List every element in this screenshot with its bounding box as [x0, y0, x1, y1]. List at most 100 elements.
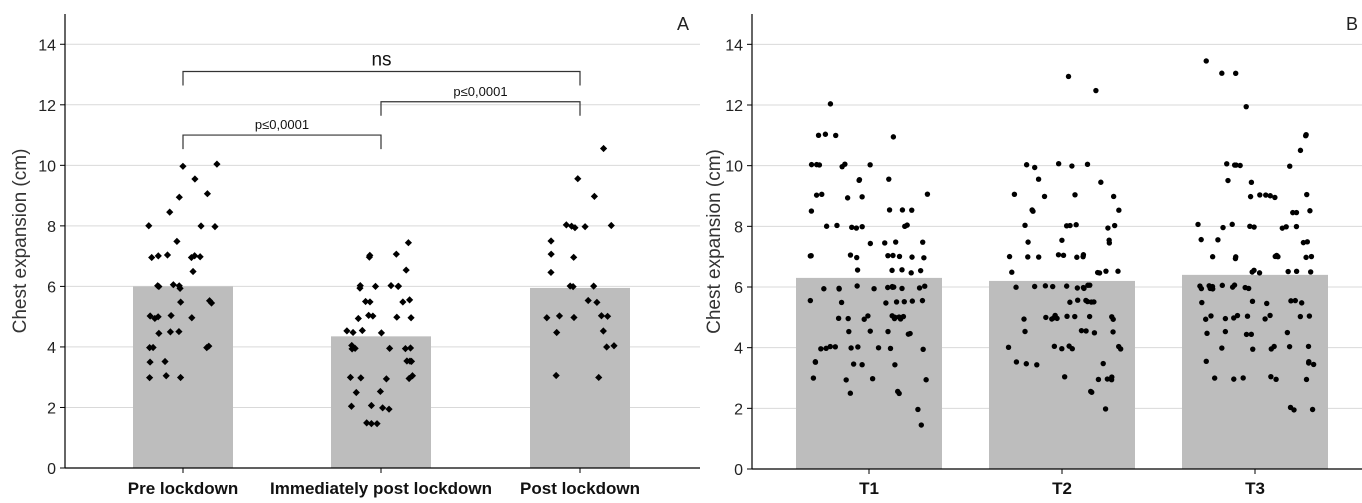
data-point	[859, 223, 865, 230]
data-point	[867, 240, 874, 247]
data-point	[1306, 313, 1313, 319]
data-point	[197, 222, 205, 230]
data-point	[610, 342, 618, 350]
data-point	[547, 237, 555, 245]
data-point	[1105, 225, 1111, 231]
data-point	[347, 402, 356, 410]
data-point	[1233, 162, 1239, 168]
data-point	[1080, 284, 1087, 291]
data-point	[1291, 407, 1297, 413]
data-point	[354, 314, 362, 323]
data-point	[889, 284, 896, 290]
data-point	[1287, 163, 1293, 169]
data-point	[854, 267, 861, 273]
data-point	[155, 329, 163, 337]
data-point	[1203, 58, 1209, 64]
data-point	[1286, 343, 1293, 350]
data-point	[404, 239, 413, 247]
data-point	[919, 297, 926, 304]
data-point	[915, 406, 921, 413]
data-point	[1249, 298, 1256, 305]
data-point	[1069, 346, 1075, 352]
data-point	[813, 192, 820, 198]
data-point	[835, 315, 842, 322]
bar-1	[796, 277, 942, 469]
y-tick-label: 2	[47, 400, 56, 417]
data-point	[847, 390, 854, 396]
data-point	[839, 163, 845, 170]
data-point	[807, 297, 814, 304]
y-tick-label: 10	[725, 159, 743, 176]
data-point	[599, 327, 607, 335]
data-point	[1306, 358, 1312, 365]
data-point	[161, 357, 169, 366]
data-point	[861, 316, 867, 322]
x-category-label: T2	[1052, 479, 1072, 498]
x-category-label: Pre lockdown	[128, 479, 239, 498]
data-point	[855, 344, 861, 350]
data-point	[1243, 103, 1249, 110]
data-point	[189, 267, 197, 276]
data-point	[1293, 209, 1300, 216]
data-point	[175, 282, 183, 290]
data-point	[1264, 300, 1270, 307]
data-point	[822, 131, 829, 137]
data-point	[1257, 192, 1263, 198]
data-point	[844, 195, 851, 201]
y-tick-label: 8	[47, 219, 56, 236]
data-point	[376, 387, 384, 396]
data-point	[1279, 225, 1286, 231]
data-point	[812, 359, 819, 365]
data-point	[1088, 388, 1094, 395]
y-tick-label: 14	[725, 37, 743, 54]
y-tick-label: 10	[38, 158, 56, 175]
data-point	[1284, 329, 1291, 336]
data-point	[166, 208, 174, 216]
data-point	[1308, 253, 1315, 260]
data-point	[1232, 255, 1239, 262]
data-point	[1211, 375, 1218, 381]
data-point	[408, 372, 417, 380]
data-point	[1229, 221, 1235, 228]
data-point	[1065, 73, 1072, 80]
data-point	[555, 312, 564, 320]
data-point	[1305, 343, 1312, 350]
data-point	[922, 283, 928, 289]
data-point	[356, 282, 364, 290]
data-point	[832, 344, 839, 350]
data-point	[904, 222, 910, 228]
data-point	[1096, 270, 1103, 276]
y-axis-label: Chest expansion (cm)	[10, 149, 31, 334]
data-point	[151, 314, 159, 323]
data-point	[393, 313, 401, 321]
panel-a: 0 2 4 6 8 10 12 14 Pre lockdown Immediately post …	[10, 14, 700, 498]
data-point	[1055, 161, 1062, 167]
data-point	[909, 207, 915, 213]
data-point	[909, 254, 915, 260]
x-category-label: T3	[1245, 479, 1265, 498]
data-point	[1263, 192, 1269, 198]
data-point	[1072, 313, 1078, 320]
y-tick-label: 4	[734, 341, 743, 358]
data-point	[819, 191, 825, 197]
data-point	[924, 191, 931, 197]
data-point	[821, 286, 827, 292]
data-point	[848, 345, 854, 351]
data-point	[1234, 312, 1241, 319]
data-point	[1080, 252, 1087, 258]
data-point	[145, 222, 153, 230]
data-point	[1303, 376, 1310, 383]
data-point	[1248, 331, 1255, 337]
data-point	[1063, 283, 1070, 289]
data-point	[1061, 374, 1068, 380]
data-point	[827, 343, 833, 350]
data-point	[853, 225, 860, 231]
data-point	[892, 239, 899, 245]
data-point	[908, 270, 914, 276]
data-point	[882, 240, 888, 246]
data-point	[1310, 361, 1317, 368]
data-point	[1198, 236, 1204, 243]
data-point	[1093, 87, 1099, 94]
data-point	[1029, 207, 1035, 213]
data-point	[148, 253, 156, 262]
